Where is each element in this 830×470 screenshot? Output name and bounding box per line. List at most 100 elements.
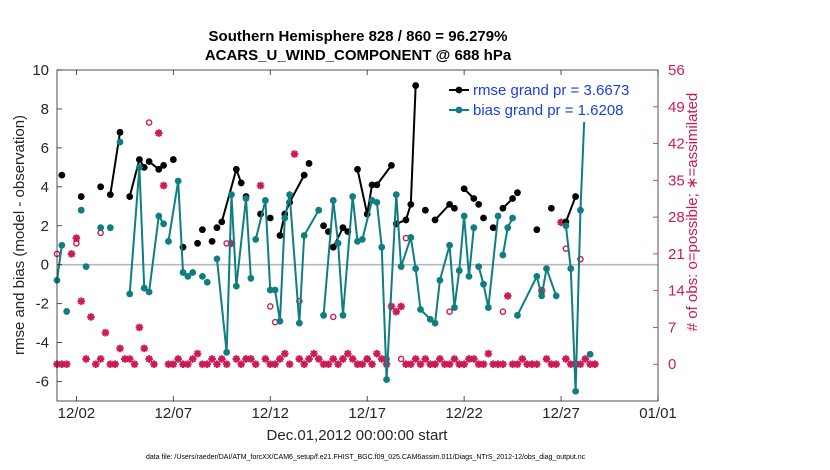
bias-segment: [56, 245, 63, 281]
rmse-point: [77, 193, 85, 200]
rmse-segment: [356, 169, 369, 215]
bias-point: [470, 224, 478, 232]
bias-segment: [569, 268, 577, 392]
bias-point: [160, 220, 168, 228]
bias-point: [567, 265, 575, 272]
assimilated-obs-marker: [581, 355, 590, 363]
bias-point: [174, 177, 182, 185]
bias-point: [300, 232, 308, 239]
y-right-tick-label: 42: [668, 136, 685, 153]
bias-point: [286, 191, 294, 199]
bias-point: [247, 274, 255, 282]
chart-title-line1: Southern Hemisphere 828 / 860 = 96.279%: [209, 28, 508, 45]
assimilated-obs-marker: [140, 344, 149, 353]
rmse-point: [145, 158, 153, 165]
tick-layer: -6 -4 -2 0 2 4 6 8 10 0 7 14 21 28 35 42 49 56 12/02 12/07 1…: [32, 62, 684, 422]
y-right-tick-label: 28: [668, 209, 685, 226]
legend-box: [443, 78, 639, 122]
bias-point: [242, 195, 250, 202]
rmse-point: [140, 163, 148, 171]
bias-segment: [467, 227, 475, 277]
bias-point: [407, 234, 415, 241]
y-right-tick-label: 0: [668, 356, 676, 373]
rmse-segment: [288, 174, 306, 203]
assimilated-obs-marker: [125, 355, 134, 363]
bias-point: [436, 276, 444, 284]
y-tick-label: -4: [36, 335, 49, 352]
bias-segment: [400, 237, 412, 267]
rmse-segment: [409, 85, 417, 205]
rmse-point: [509, 195, 516, 202]
assimilated-obs-marker: [184, 360, 192, 369]
bias-segment: [235, 198, 248, 287]
rmse-point: [547, 204, 555, 212]
rmse-point: [169, 156, 177, 163]
bias-point: [97, 224, 105, 232]
assimilated-obs-marker: [247, 355, 255, 363]
rmse-point: [208, 237, 216, 245]
bias-point: [509, 214, 516, 222]
bias-segment: [409, 237, 417, 269]
assimilated-obs-marker: [377, 355, 386, 363]
y-tick-label: 0: [41, 257, 49, 274]
y-tick-label: -6: [36, 374, 49, 391]
bias-point: [315, 206, 323, 214]
assimilated-obs-marker: [116, 344, 124, 353]
assimilated-obs-marker: [416, 360, 425, 369]
rmse-point: [388, 162, 395, 169]
bias-segment: [341, 196, 354, 316]
rmse-point: [155, 165, 163, 173]
bias-segment: [375, 202, 383, 248]
assimilated-obs-marker: [310, 349, 318, 358]
bias-segment: [254, 200, 267, 240]
rmse-point: [572, 193, 580, 200]
bias-point: [189, 269, 197, 276]
rmse-point: [97, 183, 105, 191]
x-tick-label: 12/07: [155, 405, 193, 422]
bias-point: [266, 286, 274, 294]
bias-point: [397, 263, 405, 271]
bias-point: [77, 206, 85, 214]
bias-point: [480, 280, 487, 288]
rmse-point: [135, 156, 143, 163]
rmse-point: [451, 204, 458, 212]
assimilated-obs-marker: [188, 355, 197, 363]
bias-point: [339, 311, 347, 319]
bias-segment: [148, 215, 160, 293]
bias-point: [334, 239, 342, 247]
bias-point: [538, 292, 546, 300]
bias-point: [451, 304, 458, 311]
assimilated-obs-marker: [431, 360, 439, 369]
legend-rmse-marker: [455, 86, 463, 94]
rmse-point: [489, 224, 497, 232]
rmse-point: [199, 226, 206, 234]
bias-segment: [225, 194, 233, 353]
bias-point: [140, 284, 148, 292]
bias-point: [349, 193, 357, 200]
bias-point: [577, 206, 584, 214]
assimilated-obs-marker: [62, 360, 71, 369]
possible-obs-marker: [397, 355, 405, 363]
legend-rmse-label: rmse grand pr = 3.6673: [473, 82, 629, 99]
assimilated-obs-marker: [576, 360, 585, 369]
legend-bias-marker: [455, 106, 463, 114]
assimilated-obs-marker: [314, 355, 323, 363]
y-right-tick-label: 7: [668, 319, 676, 336]
bias-point: [358, 235, 366, 243]
assimilated-obs-marker: [513, 360, 522, 369]
assimilated-obs-marker: [232, 355, 241, 363]
bias-point: [329, 197, 337, 204]
y-right-tick-label: 35: [668, 172, 685, 189]
bias-point: [126, 290, 134, 298]
bias-point: [295, 319, 303, 327]
bias-segment: [545, 268, 558, 297]
rmse-point: [412, 82, 420, 89]
assimilated-obs-marker: [397, 302, 405, 311]
assimilated-obs-marker: [290, 150, 299, 158]
bias-point: [460, 212, 468, 220]
bias-point: [484, 304, 492, 311]
bias-point: [155, 212, 163, 220]
assimilated-obs-marker: [470, 355, 478, 363]
bias-segment: [463, 215, 470, 277]
